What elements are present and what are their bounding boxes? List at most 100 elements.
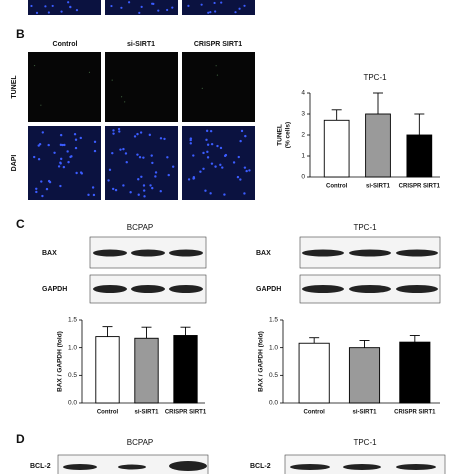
nucleus	[111, 187, 115, 191]
nucleus	[209, 192, 212, 195]
nucleus	[41, 194, 44, 198]
nucleus	[205, 129, 209, 133]
band-label: BCL-2	[250, 463, 271, 470]
tunel-spot	[216, 74, 219, 76]
tunel-spot	[124, 101, 126, 103]
blots	[89, 236, 441, 304]
nucleus	[189, 137, 193, 140]
nucleus	[120, 6, 123, 9]
nucleus	[127, 1, 131, 4]
microscopy	[28, 0, 255, 200]
nucleus	[192, 176, 196, 179]
nucleus	[118, 130, 121, 133]
image	[105, 52, 178, 122]
nucleus	[216, 144, 219, 148]
nucleus	[199, 170, 202, 173]
nucleus	[237, 155, 240, 159]
column-label: CRISPR SIRT1	[194, 41, 242, 48]
nucleus	[44, 5, 47, 8]
y-tick-label: 0.5	[269, 372, 278, 379]
nucleus	[124, 152, 128, 155]
y-tick-label: 3	[301, 111, 305, 118]
bar	[399, 341, 431, 404]
panel-label: C	[16, 217, 25, 231]
nucleus	[117, 127, 121, 131]
blot-title: BCPAP	[127, 438, 154, 447]
nucleus	[59, 133, 63, 137]
nucleus	[59, 161, 62, 164]
band-label: BAX	[256, 250, 271, 257]
y-axis-label: (% cells)	[285, 122, 292, 148]
image	[105, 126, 178, 200]
nucleus	[114, 188, 118, 192]
image	[28, 0, 101, 15]
nucleus	[87, 193, 90, 197]
nucleus	[41, 131, 45, 134]
nucleus	[214, 10, 217, 13]
nucleus	[59, 157, 63, 161]
blot-title: TPC-1	[353, 223, 377, 232]
nucleus	[238, 7, 241, 10]
nucleus	[47, 179, 51, 183]
nucleus	[140, 5, 143, 8]
x-tick-label: CRISPR SIRT1	[165, 410, 207, 416]
y-tick-label: 1.0	[68, 344, 77, 351]
column-label: si-SIRT1	[127, 41, 155, 48]
bar	[173, 335, 198, 404]
tunel-spot	[120, 96, 123, 98]
band	[131, 285, 165, 293]
band	[169, 461, 207, 471]
nucleus	[234, 11, 237, 14]
tunel-spot	[111, 79, 113, 81]
nucleus	[243, 166, 247, 169]
x-tick-label: CRISPR SIRT1	[394, 410, 436, 416]
nucleus	[219, 163, 222, 167]
band	[63, 464, 97, 470]
bar	[323, 119, 350, 178]
nucleus	[40, 180, 43, 183]
band	[93, 249, 127, 257]
blots	[57, 454, 446, 474]
nucleus	[206, 156, 210, 159]
nucleus	[151, 161, 154, 165]
nucleus	[204, 189, 207, 192]
nucleus	[74, 146, 78, 150]
nucleus	[192, 154, 195, 157]
band	[169, 285, 203, 293]
row-label: TUNEL	[11, 75, 18, 99]
nucleus	[202, 167, 205, 171]
nucleus	[133, 135, 137, 138]
chart-title: TPC-1	[363, 73, 387, 82]
nucleus	[111, 151, 114, 155]
nucleus	[166, 8, 169, 12]
nucleus	[137, 193, 140, 196]
nucleus	[73, 133, 77, 136]
nucleus	[69, 6, 72, 9]
band-label: GAPDH	[256, 286, 281, 293]
y-tick-label: 0.0	[269, 400, 278, 407]
nucleus	[206, 150, 209, 154]
nucleus	[79, 171, 83, 174]
tunel-spot	[215, 65, 217, 67]
nucleus	[142, 189, 146, 192]
nucleus	[47, 11, 50, 14]
blot-title: BCPAP	[127, 223, 154, 232]
nucleus	[92, 193, 96, 197]
nucleus	[202, 151, 205, 155]
column-label: Control	[53, 41, 78, 48]
nucleus	[137, 178, 140, 181]
nucleus	[206, 143, 210, 146]
nucleus	[93, 140, 97, 144]
bar	[365, 113, 391, 178]
nucleus	[236, 175, 240, 179]
nucleus	[143, 195, 146, 198]
nucleus	[148, 133, 152, 137]
nucleus	[47, 143, 50, 147]
nucleus	[60, 10, 63, 13]
image	[28, 52, 101, 122]
nucleus	[221, 166, 224, 169]
tunel-spot	[33, 64, 36, 67]
nucleus	[74, 138, 78, 141]
tunel-spot	[201, 87, 203, 89]
nucleus	[112, 132, 115, 135]
